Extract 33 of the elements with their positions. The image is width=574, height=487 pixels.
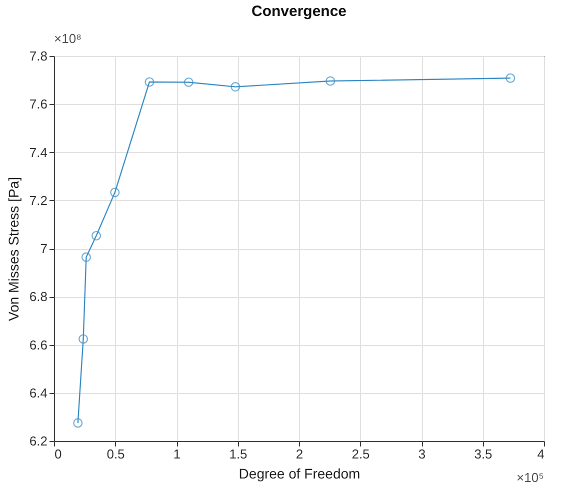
- x-axis-title: Degree of Freedom: [238, 466, 360, 482]
- point: [506, 73, 516, 83]
- x-tick-label: 1: [173, 446, 181, 462]
- y-tick-label: 6.2: [29, 434, 48, 448]
- y-tick-label: 7: [40, 241, 48, 256]
- y-tick-label: 7.4: [29, 144, 48, 160]
- x-tick-label: 2.5: [352, 446, 370, 462]
- text: ×10⁵: [516, 470, 544, 485]
- text: ×10⁸: [54, 31, 82, 46]
- y-tick-label: 6.4: [29, 385, 48, 400]
- chart-title: Convergence: [251, 3, 347, 20]
- x-tick-label: 0: [54, 446, 62, 462]
- point: [73, 418, 83, 428]
- y-tick-label: 7.2: [29, 192, 48, 208]
- y-tick-label: 7.8: [29, 48, 48, 64]
- x-tick-label: 2: [296, 446, 304, 462]
- y-tick-label: 7.6: [29, 96, 48, 112]
- x-tick-label: 4: [537, 446, 544, 462]
- x-tick-label: 1.5: [229, 446, 248, 462]
- y-tick-label: 6.6: [29, 337, 48, 352]
- x-tick-label: 3: [418, 446, 426, 462]
- y-axis-title: Von Misses Stress [Pa]: [5, 177, 22, 321]
- point: [184, 77, 194, 88]
- y-tick-label: 6.8: [29, 289, 48, 304]
- point: [81, 252, 91, 262]
- point: [326, 76, 336, 86]
- point: [78, 334, 88, 344]
- point: [110, 188, 120, 198]
- x-tick-label: 3.5: [474, 446, 492, 462]
- point: [230, 82, 240, 92]
- point: [144, 77, 154, 87]
- x-tick-label: 0.5: [106, 446, 125, 462]
- point: [91, 230, 102, 241]
